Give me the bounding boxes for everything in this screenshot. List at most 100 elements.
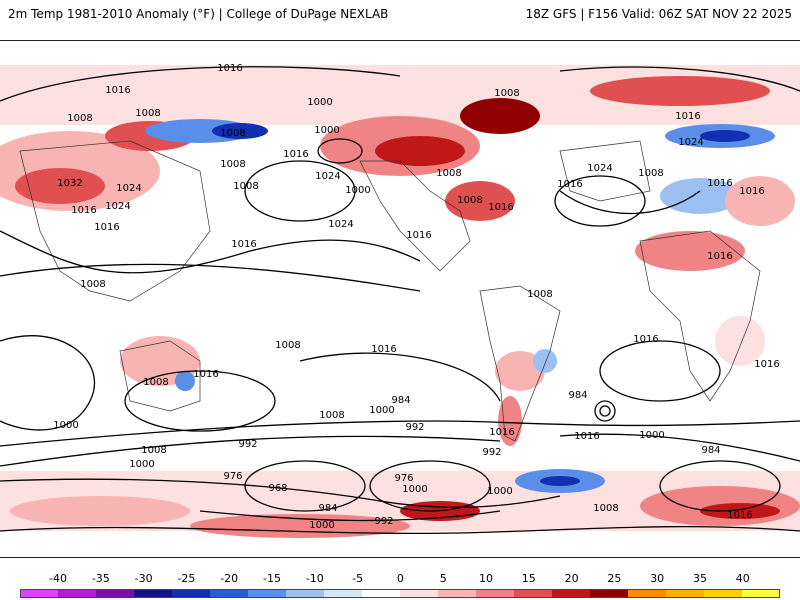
- colorbar-outline: [20, 589, 780, 598]
- isobar-label: 1016: [94, 222, 119, 233]
- isobar-label: 984: [568, 390, 587, 401]
- isobar-label: 1008: [233, 181, 258, 192]
- isobar-label: 1008: [67, 113, 92, 124]
- colorbar-swatch: [400, 589, 439, 598]
- map-title: 2m Temp 1981-2010 Anomaly (°F) | College…: [8, 7, 389, 21]
- colorbar-swatch: [210, 589, 249, 598]
- isobar-label: 1000: [639, 430, 664, 441]
- colorbar-tick-label: 20: [564, 572, 579, 585]
- colorbar-swatch: [362, 589, 401, 598]
- isobar-label: 1008: [436, 168, 461, 179]
- isobar-label: 1000: [487, 486, 512, 497]
- isobar-label: 1016: [217, 63, 242, 74]
- colorbar-swatch: [324, 589, 363, 598]
- colorbar-tick-label: -15: [263, 572, 281, 585]
- colorbar-swatch: [58, 589, 97, 598]
- isobar-label: 1008: [141, 445, 166, 456]
- model-run-info: 18Z GFS | F156 Valid: 06Z SAT NOV 22 202…: [525, 7, 792, 21]
- isobar-label: 992: [238, 439, 257, 450]
- colorbar-tick-label: 10: [479, 572, 493, 585]
- isobar-label: 1000: [402, 484, 427, 495]
- colorbar-tick-label: 15: [521, 572, 536, 585]
- isobar-label: 1000: [345, 185, 370, 196]
- isobar-label: 1016: [489, 427, 514, 438]
- isobar-label: 976: [223, 471, 242, 482]
- isobar-label: 992: [405, 422, 424, 433]
- isobar-label: 1016: [193, 369, 218, 380]
- isobar-label: 1016: [283, 149, 308, 160]
- isobar-label: 1016: [371, 344, 396, 355]
- isobar-label: 1008: [457, 195, 482, 206]
- isobar-label: 1008: [80, 279, 105, 290]
- colorbar-tick-label: 25: [607, 572, 622, 585]
- colorbar-swatch: [134, 589, 173, 598]
- isobar-label: 1008: [220, 128, 245, 139]
- isobar-label: 1000: [369, 405, 394, 416]
- colorbar-swatch: [20, 589, 59, 598]
- isobar-label: 1008: [143, 377, 168, 388]
- isobar-label: 992: [482, 447, 501, 458]
- isobar-label: 1008: [527, 289, 552, 300]
- colorbar-swatch: [286, 589, 325, 598]
- colorbar-tick-label: 35: [693, 572, 707, 585]
- isobar-label: 1016: [105, 85, 130, 96]
- isobar-label: 1008: [638, 168, 663, 179]
- colorbar-swatches: [20, 589, 780, 598]
- isobar-labels: 1016 1016 1008 1000 1008 1008 1000 1016 1032 1016…: [53, 63, 779, 531]
- colorbar-swatch: [438, 589, 477, 598]
- isobar-label: 1024: [116, 183, 141, 194]
- isobar-label: 1000: [307, 97, 332, 108]
- colorbar-tick-label: 5: [439, 572, 447, 585]
- colorbar-swatch: [590, 589, 629, 598]
- isobar-label: 1008: [319, 410, 344, 421]
- colorbar-tick-label: -40: [49, 572, 67, 585]
- colorbar-swatch: [476, 589, 515, 598]
- isobar-label: 1016: [633, 334, 658, 345]
- isobar-label: 976: [394, 473, 413, 484]
- colorbar-tick-label: -35: [91, 572, 110, 585]
- isobar-contours: [0, 66, 800, 535]
- colorbar-tick-label: -20: [220, 572, 239, 585]
- colorbar-tick-label: -25: [177, 572, 196, 585]
- isobar-label: 1016: [707, 178, 732, 189]
- header: 2m Temp 1981-2010 Anomaly (°F) | College…: [0, 0, 800, 30]
- anomaly-map: 1016 1016 1008 1000 1008 1008 1000 1016 1032 1016…: [0, 40, 800, 558]
- isobar-label: 1024: [328, 219, 353, 230]
- colorbar-swatch: [628, 589, 667, 598]
- isobar-label: 1008: [220, 159, 245, 170]
- coastlines: [19, 140, 761, 442]
- colorbar-swatch: [96, 589, 135, 598]
- isobar-label: 1016: [675, 111, 700, 122]
- colorbar-tick-label: -5: [352, 572, 364, 585]
- colorbar-swatch: [704, 589, 743, 598]
- isobar-label: 1008: [593, 503, 618, 514]
- isobar-label: 1008: [275, 340, 300, 351]
- colorbar-tick-label: 40: [735, 572, 750, 585]
- colorbar-swatch: [666, 589, 705, 598]
- isobar-label: 1024: [315, 171, 340, 182]
- isobar-label: 992: [374, 516, 393, 527]
- isobar-label: 1024: [678, 137, 703, 148]
- colorbar-tick-label: 0: [396, 572, 404, 585]
- isobar-label: 968: [268, 483, 287, 494]
- isobar-label: 1008: [135, 108, 160, 119]
- isobar-label: 1016: [739, 186, 764, 197]
- isobar-label: 1016: [406, 230, 431, 241]
- isobar-label: 1000: [309, 520, 334, 531]
- colorbar-swatch: [514, 589, 553, 598]
- isobar-label: 1016: [488, 202, 513, 213]
- colorbar-swatch: [552, 589, 591, 598]
- isobar-label: 1016: [231, 239, 256, 250]
- isobar-label: 1032: [57, 178, 82, 189]
- isobar-label: 1000: [314, 125, 339, 136]
- isobar-label: 1024: [587, 163, 612, 174]
- colorbar-tick-label: 30: [650, 572, 665, 585]
- isobar-label: 1008: [494, 88, 519, 99]
- isobar-label: 1000: [53, 420, 78, 431]
- isobar-label: 1016: [727, 510, 752, 521]
- isobar-label: 1016: [574, 431, 599, 442]
- colorbar-tick-label: -30: [134, 572, 153, 585]
- isobar-label: 984: [391, 395, 410, 406]
- isobar-label: 1000: [129, 459, 154, 470]
- isobar-label: 1024: [105, 201, 130, 212]
